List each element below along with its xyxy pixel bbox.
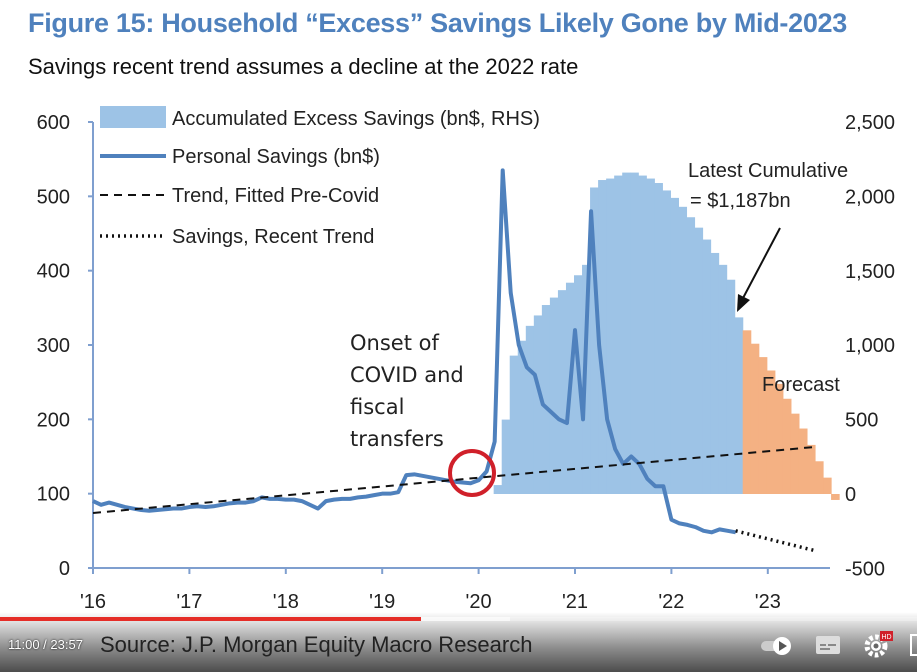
x-axis-tick-label: '21 [562,591,588,613]
excess-savings-bar [501,419,511,494]
forecast-bar [790,413,800,494]
excess-savings-bar [646,178,655,494]
left-axis-tick-label: 400 [37,261,70,283]
annotation-covid-line-3: fiscal [350,395,404,419]
excess-savings-bar [638,175,647,494]
excess-savings-bar [549,297,559,494]
left-axis-tick-label: 500 [37,186,70,208]
excess-savings-bar [734,317,744,494]
forecast-bar [798,428,808,494]
settings-gear-icon[interactable]: HD [863,630,897,665]
right-axis-tick-label: -500 [845,558,885,580]
left-axis-tick-label: 200 [37,409,70,431]
forecast-bar [782,398,792,494]
forecast-bar [742,330,752,494]
excess-savings-bar [662,190,671,494]
annotation-covid-line-4: transfers [350,427,444,451]
excess-savings-bar [525,325,535,494]
left-axis-tick-label: 0 [59,558,70,580]
x-axis-tick-label: '20 [466,591,492,613]
excess-savings-bar [694,227,704,494]
annotation-covid-line-2: COVID and [350,363,464,387]
excess-savings-bar [590,187,599,495]
hd-badge: HD [882,634,892,641]
covid-onset-circle [448,449,496,497]
excess-savings-bar [726,279,736,494]
left-axis-tick-label: 600 [37,112,70,134]
chart-title: Figure 15: Household “Excess” Savings Li… [28,8,847,38]
right-axis-tick-label: 1,500 [845,261,895,283]
left-axis-tick-label: 300 [37,335,70,357]
x-axis-tick-label: '18 [273,591,299,613]
forecast-bar [774,383,784,494]
annotation-arrow [741,227,781,301]
trend-pre-covid-line [92,445,817,514]
chart-source: Source: J.P. Morgan Equity Macro Researc… [100,632,533,657]
excess-savings-bar [686,217,696,494]
excess-savings-bar [670,197,679,494]
x-axis-tick-label: '22 [658,591,684,613]
forecast-bar [831,494,840,500]
legend: Accumulated Excess Savings (bn$, RHS) Pe… [100,106,540,248]
x-axis-tick-label: '17 [176,591,202,613]
forecast-bar [758,357,768,494]
forecast-bar [766,370,776,494]
x-axis-tick-label: '23 [755,591,781,613]
right-axis-tick-label: 1,000 [845,335,895,357]
annotation-latest-line-1: Latest Cumulative [688,160,848,182]
personal-savings-line [92,168,737,535]
right-axis-tick-label: 500 [845,410,878,432]
progress-played [0,617,421,621]
right-axis-tick-label: 2,500 [845,112,895,134]
annotation-arrowhead [737,294,750,312]
legend-swatch-excess-savings [100,106,166,128]
excess-savings-bar [718,264,728,494]
x-axis-tick-label: '19 [369,591,395,613]
forecast-bar [806,444,816,494]
excess-savings-bar [654,183,663,494]
autoplay-toggle-icon[interactable] [760,636,794,661]
excess-savings-bar [630,172,639,495]
forecast-bar [823,477,832,494]
legend-label-personal-savings: Personal Savings (bn$) [172,146,380,168]
excess-savings-bar [541,305,551,494]
legend-label-trend: Trend, Fitted Pre-Covid [172,185,379,207]
right-axis-tick-label: 0 [845,484,856,506]
video-time: 11:00 / 23:57 [8,637,83,652]
subtitles-icon[interactable] [815,634,841,661]
chart-subtitle: Savings recent trend assumes a decline a… [28,54,579,79]
excess-savings-bar [614,175,623,494]
video-progress-bar[interactable] [0,617,917,621]
left-axis-tick-label: 100 [37,484,70,506]
right-axis-tick-label: 2,000 [845,186,895,208]
excess-savings-bar [557,290,567,494]
excess-savings-bar [493,485,503,494]
excess-savings-bar [598,180,607,495]
fullscreen-icon[interactable] [910,634,917,656]
excess-savings-bar [710,252,720,494]
savings-recent-trend-line [735,529,817,553]
annotation-covid-line-1: Onset of [350,331,439,355]
excess-savings-bar [517,340,527,494]
excess-savings-bar [678,206,688,495]
excess-savings-bar [702,239,712,494]
forecast-bar [750,343,760,494]
excess-savings-bar [533,315,543,494]
forecast-bar [815,461,824,494]
legend-label-excess-savings: Accumulated Excess Savings (bn$, RHS) [172,108,540,130]
excess-savings-bar [606,178,615,494]
excess-savings-bar [509,355,519,494]
legend-label-recent-trend: Savings, Recent Trend [172,226,374,248]
x-axis-tick-label: '16 [80,591,106,613]
excess-savings-bar [622,172,631,495]
annotation-latest-line-2: = $1,187bn [690,190,791,212]
annotation-forecast: Forecast [762,374,840,396]
